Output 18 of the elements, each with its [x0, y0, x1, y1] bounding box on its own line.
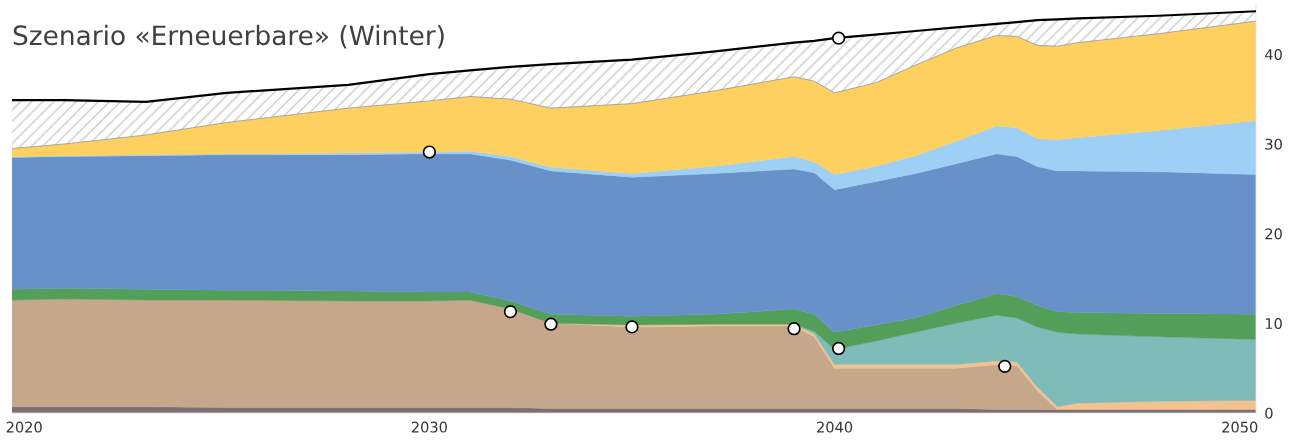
y-tick-label: 30 [1265, 138, 1282, 150]
point [544, 317, 558, 331]
point [625, 320, 639, 334]
point [422, 145, 437, 159]
x-tick-label: 2030 [411, 421, 447, 433]
point [503, 305, 518, 319]
point [787, 322, 801, 336]
x-tick-label: 2050 [1222, 421, 1258, 433]
y-tick-label: 10 [1265, 318, 1282, 330]
y-tick-label: 20 [1265, 228, 1282, 240]
point [831, 31, 846, 45]
y-tick-label: 0 [1265, 407, 1273, 419]
y-tick-label: 40 [1265, 49, 1282, 61]
x-tick-label: 2040 [817, 421, 853, 433]
point [831, 341, 846, 356]
point [998, 359, 1012, 374]
text: Szenario «Erneuerbare» (Winter) [13, 24, 444, 49]
x-tick-label: 2020 [6, 421, 42, 433]
